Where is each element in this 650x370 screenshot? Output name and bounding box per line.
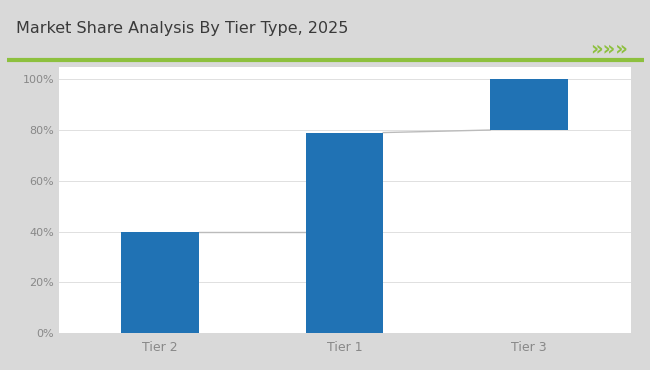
Bar	[306, 132, 384, 333]
Text: »»»: »»»	[590, 40, 627, 58]
Bar	[490, 79, 567, 130]
Text: Market Share Analysis By Tier Type, 2025: Market Share Analysis By Tier Type, 2025	[16, 21, 348, 36]
Bar	[122, 232, 199, 333]
